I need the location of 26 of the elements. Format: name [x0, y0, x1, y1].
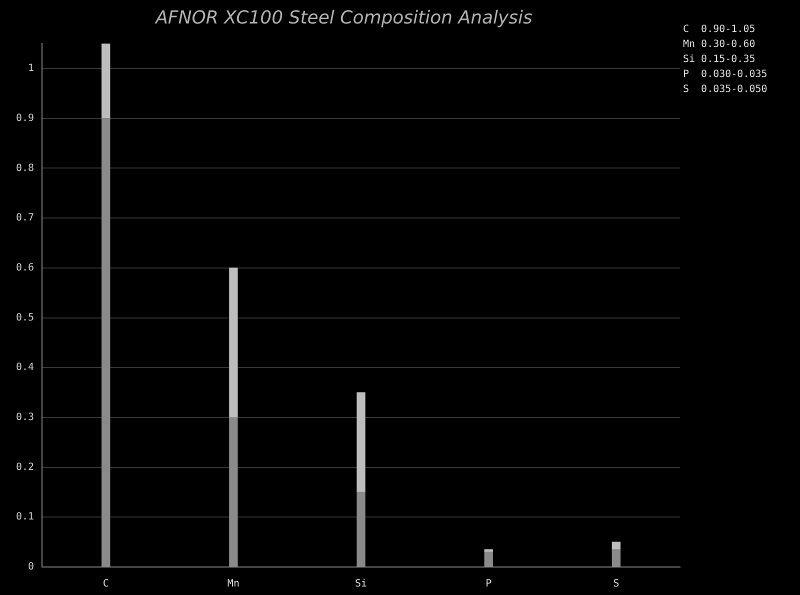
- text: S 0.035-0.050: [683, 83, 768, 97]
- x-tick-label: P: [486, 578, 492, 590]
- bar: [612, 542, 621, 550]
- y-tick-label: 0.7: [16, 212, 34, 224]
- y-tick-label: 0: [28, 562, 34, 573]
- text: P 0.030-0.035: [683, 68, 768, 82]
- x-tick-label: C: [102, 578, 109, 590]
- x-tick-label: S: [613, 578, 620, 590]
- y-tick-label: 0.1: [16, 512, 34, 523]
- chart-title: AFNOR XC100 Steel Composition Analysis: [154, 7, 532, 28]
- y-tick-label: 0.4: [16, 362, 34, 374]
- y-tick-label: 0.9: [16, 112, 34, 124]
- y-tick-label: 1: [28, 63, 34, 74]
- y-tick-label: 0.5: [16, 312, 34, 324]
- x-tick-label: Si: [355, 578, 368, 590]
- y-tick-label: 0.6: [16, 262, 34, 274]
- text: Si 0.15-0.35: [683, 53, 756, 67]
- x-tick-label: Mn: [227, 578, 240, 590]
- y-tick-label: 0.2: [16, 462, 34, 473]
- text: Mn 0.30-0.60: [683, 38, 756, 52]
- y-tick-label: 0.3: [16, 412, 34, 424]
- bar: [229, 268, 238, 418]
- bar: [102, 44, 110, 119]
- bar: [356, 392, 366, 493]
- text: C 0.90-1.05: [683, 23, 756, 37]
- y-tick-label: 0.8: [16, 162, 34, 174]
